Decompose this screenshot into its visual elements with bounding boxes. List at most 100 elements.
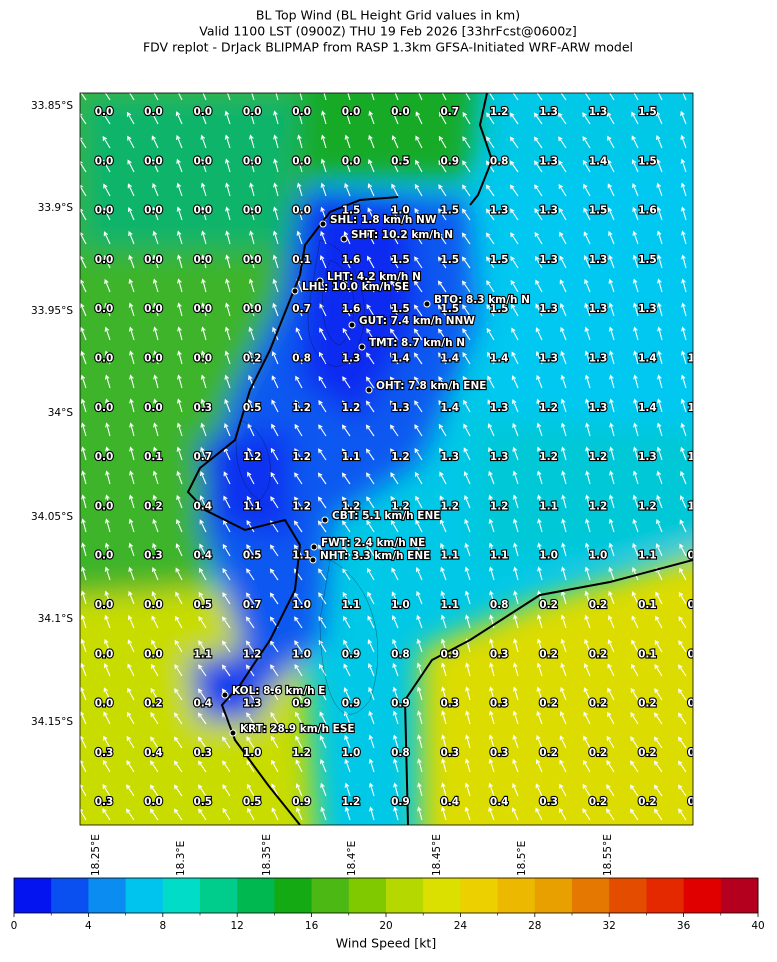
- wind-arrow: [488, 806, 495, 821]
- field-blue-south: [190, 650, 260, 720]
- wind-arrow: [461, 256, 471, 269]
- wind-arrow: [536, 446, 543, 461]
- station-label: LHL: 10.0 km/h SE: [302, 281, 409, 293]
- wind-arrow: [175, 111, 183, 125]
- wind-arrow: [198, 808, 207, 821]
- wind-arrow: [584, 278, 591, 293]
- wind-arrow: [534, 93, 543, 101]
- wind-arrow: [222, 592, 231, 605]
- wind-arrow: [127, 639, 135, 653]
- wind-arrow: [295, 351, 303, 365]
- grid-value: 0.2: [243, 353, 262, 365]
- wind-arrow: [656, 158, 663, 173]
- wind-arrow: [103, 207, 111, 221]
- grid-value: 1.5: [589, 205, 608, 217]
- colorbar-tick-label: 12: [231, 920, 244, 932]
- wind-arrow: [318, 375, 327, 389]
- colorbar-tick-label: 40: [751, 920, 764, 932]
- wind-arrow: [393, 782, 399, 797]
- colorbar-tick-label: 0: [11, 920, 18, 932]
- wind-arrow: [344, 806, 351, 821]
- wind-arrow: [269, 568, 279, 581]
- wind-arrow: [173, 736, 183, 749]
- grid-value: 0.4: [440, 796, 459, 808]
- wind-arrow: [560, 374, 567, 389]
- wind-arrow: [679, 519, 687, 533]
- wind-arrow: [510, 232, 519, 245]
- wind-arrow: [317, 520, 327, 533]
- grid-value: 0.0: [95, 254, 114, 266]
- wind-arrow: [80, 93, 87, 101]
- wind-arrow: [631, 135, 639, 149]
- wind-arrow: [344, 182, 351, 197]
- wind-arrow: [270, 735, 279, 749]
- wind-arrow: [394, 93, 399, 101]
- wind-arrow: [655, 543, 663, 557]
- wind-arrow: [104, 566, 111, 581]
- latitude-label: 33.85°S: [31, 100, 73, 112]
- wind-arrow: [249, 134, 255, 149]
- wind-arrow: [174, 639, 183, 653]
- wind-arrow: [535, 807, 543, 821]
- grid-value: 0.0: [144, 402, 163, 414]
- wind-arrow: [128, 326, 135, 341]
- wind-arrow: [295, 375, 303, 389]
- latitude-label: 34.05°S: [31, 511, 73, 523]
- wind-arrow: [607, 135, 615, 149]
- station-dot: [365, 386, 373, 394]
- grid-value: 0.0: [144, 155, 163, 167]
- title-line: FDV replot - DrJack BLIPMAP from RASP 1.…: [143, 40, 633, 55]
- grid-value: 0.0: [144, 303, 163, 315]
- wind-arrow: [487, 399, 495, 413]
- wind-arrow: [440, 662, 447, 677]
- longitude-label: 18.3°E: [175, 841, 187, 876]
- wind-arrow: [344, 734, 351, 749]
- wind-arrow: [583, 663, 591, 677]
- grid-value: 0.0: [95, 599, 114, 611]
- wind-arrow: [537, 590, 543, 605]
- wind-arrow: [126, 784, 135, 797]
- grid-value: 0.4: [490, 796, 509, 808]
- grid-value: 1.2: [342, 500, 361, 512]
- wind-arrow: [365, 424, 375, 437]
- wind-arrow: [582, 783, 591, 797]
- wind-arrow: [80, 326, 87, 341]
- wind-arrow: [510, 279, 519, 293]
- wind-arrow: [175, 615, 183, 629]
- grid-value: 1.5: [440, 254, 459, 266]
- wind-arrow: [343, 279, 351, 293]
- wind-arrow: [127, 159, 135, 173]
- wind-arrow: [103, 735, 111, 749]
- wind-arrow: [368, 686, 375, 701]
- wind-arrow: [392, 638, 399, 653]
- colorbar-swatch: [646, 878, 685, 913]
- wind-arrow: [201, 230, 207, 245]
- wind-arrow: [656, 446, 663, 461]
- wind-arrow: [415, 111, 423, 125]
- station-dot: [423, 300, 431, 308]
- grid-value: 0.3: [539, 796, 558, 808]
- station-dot: [229, 729, 237, 737]
- colorbar-swatch: [237, 878, 275, 913]
- wind-arrow: [656, 518, 663, 533]
- wind-arrow: [511, 327, 519, 341]
- wind-arrow: [199, 567, 207, 581]
- grid-value: 1.1: [342, 599, 361, 611]
- wind-arrow: [584, 326, 591, 341]
- wind-arrow: [295, 303, 303, 317]
- wind-arrow: [199, 543, 207, 557]
- wind-arrow: [318, 592, 327, 605]
- grid-value: 1.5: [391, 254, 410, 266]
- grid-value: 0.7: [292, 303, 311, 315]
- wind-arrow: [510, 93, 519, 101]
- wind-arrow: [366, 352, 375, 365]
- wind-arrow: [176, 398, 183, 413]
- wind-arrow: [582, 135, 591, 149]
- wind-arrow: [489, 638, 495, 653]
- wind-arrow: [296, 230, 303, 245]
- wind-arrow: [439, 471, 447, 485]
- wind-arrow: [465, 686, 471, 701]
- wind-arrow: [342, 376, 351, 389]
- grid-value: 0.2: [589, 599, 608, 611]
